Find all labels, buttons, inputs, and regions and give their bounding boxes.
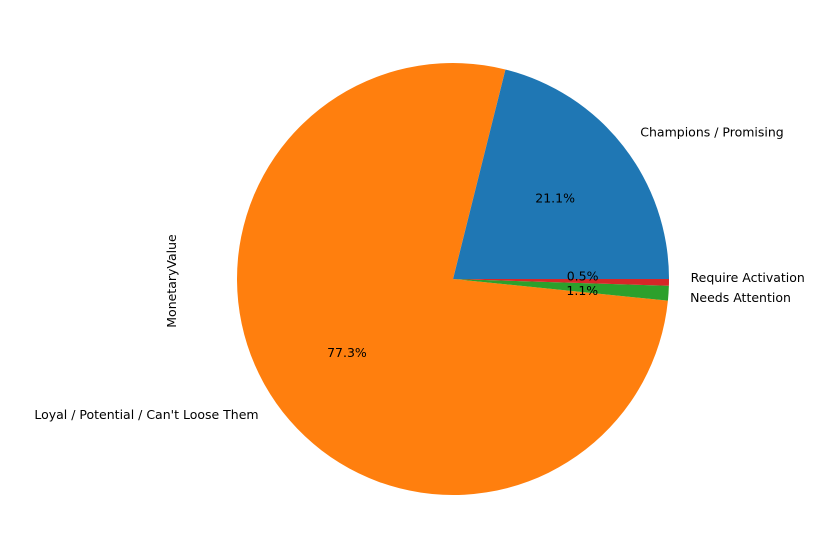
slice-percent-label: 1.1%	[566, 283, 598, 298]
pie-slice	[453, 279, 669, 301]
slice-labels: Champions / Promising Loyal / Potential /…	[34, 124, 804, 422]
pie-slice	[453, 69, 669, 279]
slice-percent-label: 21.1%	[535, 191, 575, 206]
slice-percent-label: 0.5%	[567, 269, 599, 284]
y-axis-label: MonetaryValue	[164, 234, 179, 328]
slice-label: Needs Attention	[690, 290, 791, 305]
percent-labels: 21.1% 77.3% 1.1%0.5%	[327, 191, 598, 360]
slice-label: Loyal / Potential / Can't Loose Them	[34, 407, 258, 422]
pie-slice	[237, 63, 668, 496]
pie-slices	[237, 63, 669, 496]
pie-slice	[453, 279, 669, 286]
slice-percent-label: 77.3%	[327, 345, 367, 360]
slice-label: Require Activation	[691, 270, 805, 285]
slice-label: Champions / Promising	[640, 124, 783, 139]
